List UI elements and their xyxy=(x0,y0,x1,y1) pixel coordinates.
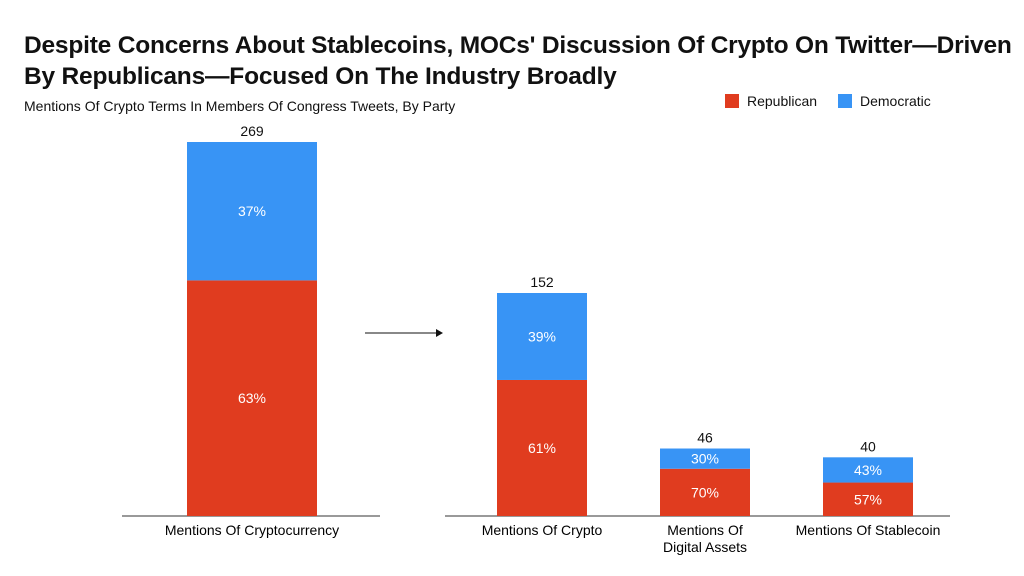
bar-segment xyxy=(823,482,913,516)
x-tick-label: Mentions Of Cryptocurrency xyxy=(164,522,340,538)
bar-segment xyxy=(823,457,913,483)
x-tick-label: Mentions Of Stablecoin xyxy=(795,522,941,538)
value-label: 30% xyxy=(691,451,719,467)
bar-segment xyxy=(660,448,750,469)
legend-label: Democratic xyxy=(860,93,931,109)
total-label: 40 xyxy=(860,438,876,454)
total-label: 46 xyxy=(697,430,713,446)
value-label: 57% xyxy=(854,491,882,507)
x-tick-label: Mentions Of Crypto xyxy=(481,522,603,538)
bar-segment xyxy=(187,280,317,516)
chart-title: Despite Concerns About Stablecoins, MOCs… xyxy=(24,32,1012,90)
x-tick-label: Mentions Of Digital Assets xyxy=(662,522,748,555)
value-label: 43% xyxy=(854,462,882,478)
arrow-head xyxy=(436,329,443,337)
bar-segment xyxy=(660,468,750,516)
value-label: 63% xyxy=(238,390,266,406)
bar-segment xyxy=(497,293,587,380)
value-label: 70% xyxy=(691,484,719,500)
bar-segment xyxy=(497,379,587,516)
legend-swatch xyxy=(838,94,852,108)
value-label: 39% xyxy=(528,328,556,344)
bar-segment xyxy=(187,142,317,281)
value-label: 61% xyxy=(528,440,556,456)
chart-subtitle: Mentions Of Crypto Terms In Members Of C… xyxy=(24,98,456,114)
value-label: 37% xyxy=(238,203,266,219)
legend-label: Republican xyxy=(747,93,817,109)
total-label: 152 xyxy=(530,274,554,290)
legend-swatch xyxy=(725,94,739,108)
total-label: 269 xyxy=(240,123,264,139)
